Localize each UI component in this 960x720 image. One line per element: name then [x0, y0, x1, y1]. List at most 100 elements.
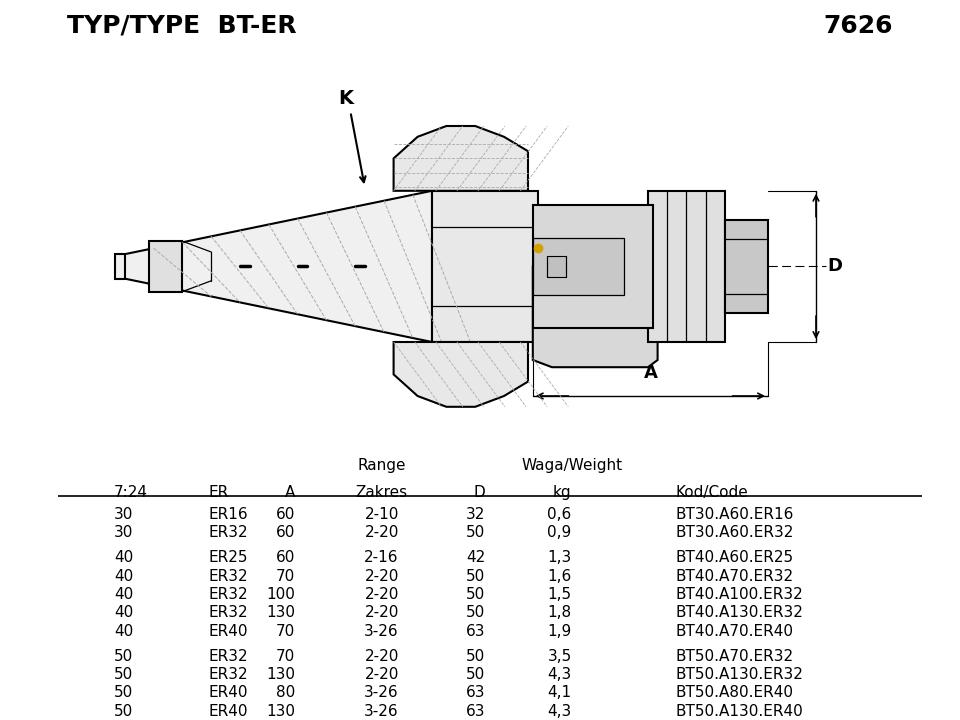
Text: 70: 70	[276, 624, 296, 639]
Text: 130: 130	[266, 606, 296, 620]
Bar	[533, 238, 624, 295]
Text: 7:24: 7:24	[113, 485, 148, 500]
Bar	[547, 256, 566, 277]
Text: 70: 70	[276, 649, 296, 664]
Text: 50: 50	[466, 606, 485, 620]
Polygon shape	[394, 126, 528, 191]
Text: 50: 50	[113, 649, 133, 664]
Text: 130: 130	[266, 667, 296, 682]
Bar	[648, 191, 725, 342]
Text: 42: 42	[466, 550, 485, 565]
Text: BT50.A130.ER32: BT50.A130.ER32	[675, 667, 804, 682]
Text: 1,9: 1,9	[547, 624, 571, 639]
Text: 50: 50	[466, 525, 485, 540]
Polygon shape	[533, 205, 653, 328]
Polygon shape	[125, 191, 432, 342]
Text: 1,3: 1,3	[547, 550, 571, 565]
Polygon shape	[533, 266, 658, 367]
Text: BT50.A70.ER32: BT50.A70.ER32	[675, 649, 794, 664]
Text: BT30.A60.ER16: BT30.A60.ER16	[675, 507, 794, 522]
Text: 2-16: 2-16	[365, 550, 398, 565]
Text: Zakres: Zakres	[355, 485, 408, 500]
Text: ER32: ER32	[208, 569, 249, 583]
Text: 50: 50	[466, 667, 485, 682]
Text: ER16: ER16	[208, 507, 249, 522]
Text: BT50.A80.ER40: BT50.A80.ER40	[675, 685, 793, 701]
Text: ER32: ER32	[208, 667, 249, 682]
Text: 50: 50	[466, 587, 485, 602]
Text: 0,9: 0,9	[547, 525, 571, 540]
Text: BT40.A60.ER25: BT40.A60.ER25	[675, 550, 794, 565]
Text: 3,5: 3,5	[547, 649, 571, 664]
Text: 3-26: 3-26	[364, 704, 399, 719]
Text: ER40: ER40	[208, 624, 249, 639]
Text: 3-26: 3-26	[364, 624, 399, 639]
Text: 50: 50	[466, 569, 485, 583]
Text: 70: 70	[276, 569, 296, 583]
Text: 4,3: 4,3	[547, 667, 571, 682]
Text: 50: 50	[113, 667, 133, 682]
Text: 2-10: 2-10	[365, 507, 398, 522]
Text: Range: Range	[357, 458, 406, 473]
Text: ER40: ER40	[208, 704, 249, 719]
Text: BT40.A70.ER32: BT40.A70.ER32	[675, 569, 794, 583]
Text: BT40.A100.ER32: BT40.A100.ER32	[675, 587, 804, 602]
Text: 40: 40	[113, 606, 133, 620]
Text: 1,8: 1,8	[547, 606, 571, 620]
Text: 60: 60	[276, 525, 296, 540]
Text: A: A	[285, 485, 296, 500]
Text: D: D	[828, 258, 843, 276]
Text: 1,6: 1,6	[547, 569, 571, 583]
Text: 4,3: 4,3	[547, 704, 571, 719]
Text: ER32: ER32	[208, 649, 249, 664]
Text: 60: 60	[276, 550, 296, 565]
Text: 32: 32	[466, 507, 485, 522]
Text: 63: 63	[466, 704, 485, 719]
Text: D: D	[473, 485, 485, 500]
Text: 4,1: 4,1	[547, 685, 571, 701]
Text: 63: 63	[466, 685, 485, 701]
Text: 2-20: 2-20	[365, 606, 398, 620]
Text: ER: ER	[208, 485, 229, 500]
Text: 30: 30	[113, 507, 133, 522]
Text: BT50.A130.ER40: BT50.A130.ER40	[675, 704, 804, 719]
Text: BT40.A70.ER40: BT40.A70.ER40	[675, 624, 793, 639]
Text: ER32: ER32	[208, 606, 249, 620]
Text: BT40.A130.ER32: BT40.A130.ER32	[675, 606, 804, 620]
Text: BT30.A60.ER32: BT30.A60.ER32	[675, 525, 794, 540]
Text: 50: 50	[113, 685, 133, 701]
Text: 0,6: 0,6	[547, 507, 571, 522]
Text: 2-20: 2-20	[365, 587, 398, 602]
Text: 2-20: 2-20	[365, 569, 398, 583]
Text: 130: 130	[266, 704, 296, 719]
Text: 2-20: 2-20	[365, 525, 398, 540]
Bar	[149, 241, 182, 292]
Text: 63: 63	[466, 624, 485, 639]
Bar	[432, 191, 538, 342]
Text: 3-26: 3-26	[364, 685, 399, 701]
Text: 30: 30	[113, 525, 133, 540]
Text: 40: 40	[113, 587, 133, 602]
Text: 50: 50	[113, 704, 133, 719]
Text: ER25: ER25	[208, 550, 249, 565]
Text: 40: 40	[113, 569, 133, 583]
Text: 100: 100	[266, 587, 296, 602]
Text: 1,5: 1,5	[547, 587, 571, 602]
Text: 40: 40	[113, 624, 133, 639]
Text: ER40: ER40	[208, 685, 249, 701]
Text: 80: 80	[276, 685, 296, 701]
Text: ER32: ER32	[208, 525, 249, 540]
Text: A: A	[643, 364, 658, 382]
Text: ER32: ER32	[208, 587, 249, 602]
Text: Kod/Code: Kod/Code	[675, 485, 748, 500]
Polygon shape	[394, 342, 528, 407]
Text: K: K	[338, 89, 353, 108]
Text: Waga/Weight: Waga/Weight	[521, 458, 622, 473]
Text: kg: kg	[553, 485, 571, 500]
Text: TYP/TYPE  BT-ER: TYP/TYPE BT-ER	[67, 14, 297, 38]
Text: 2-20: 2-20	[365, 667, 398, 682]
Text: 2-20: 2-20	[365, 649, 398, 664]
Polygon shape	[115, 254, 125, 279]
Text: 7626: 7626	[824, 14, 893, 38]
Bar	[725, 220, 768, 313]
